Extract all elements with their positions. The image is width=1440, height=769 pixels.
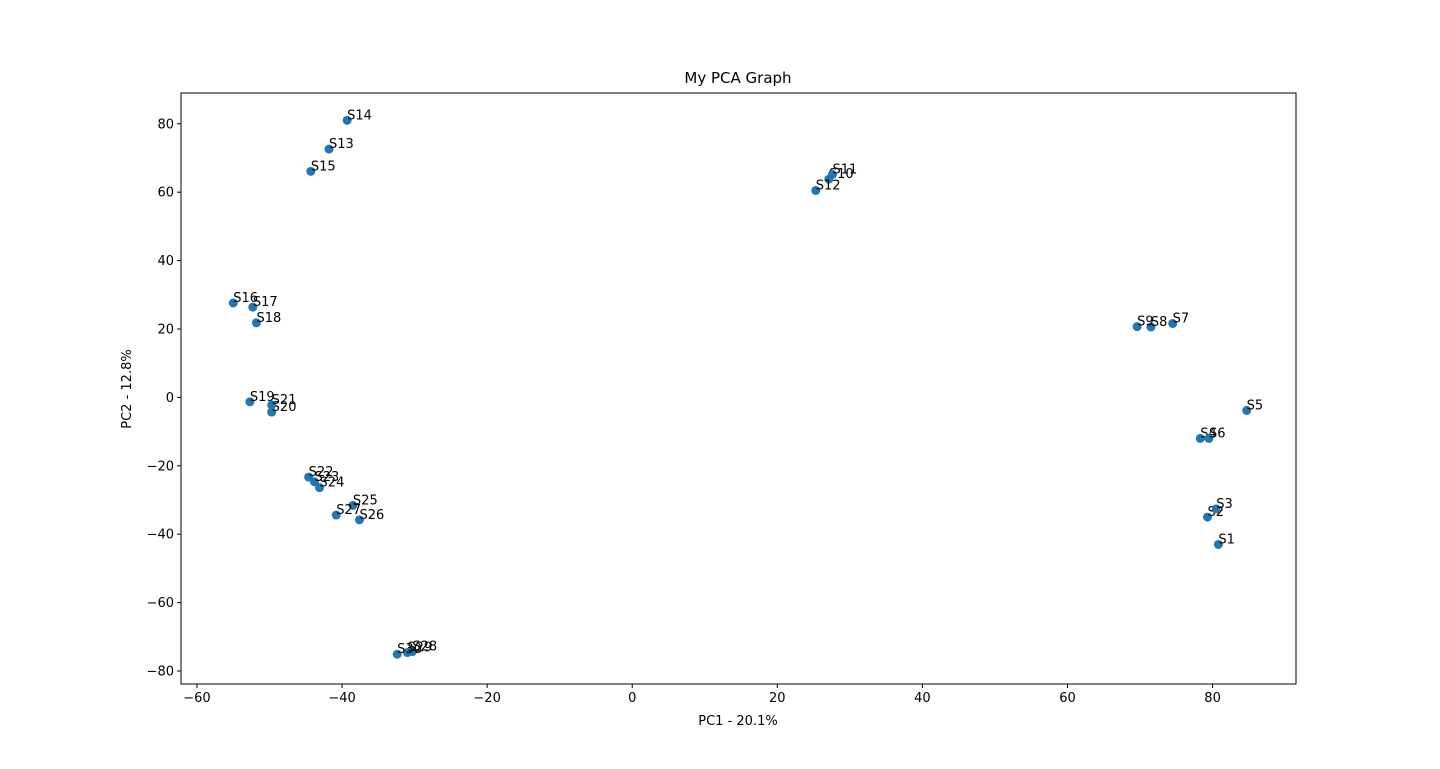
point-label-s18: S18 — [256, 311, 281, 326]
y-tick-label: 20 — [157, 322, 174, 337]
x-tick-label: 80 — [1204, 691, 1221, 706]
data-point-s5 — [1242, 405, 1252, 415]
data-point-s21 — [267, 400, 277, 410]
data-point-s24 — [315, 483, 325, 493]
x-axis-label: PC1 - 20.1% — [698, 714, 777, 729]
data-point-s13 — [324, 144, 334, 154]
data-point-s14 — [342, 115, 352, 125]
point-label-s5: S5 — [1247, 398, 1264, 413]
point-label-s17: S17 — [253, 295, 278, 310]
x-tick-label: −40 — [328, 691, 355, 706]
point-label-s11: S11 — [832, 162, 857, 177]
data-point-s15 — [306, 166, 316, 176]
data-point-s17 — [248, 302, 258, 312]
x-tick-label: 60 — [1059, 691, 1076, 706]
data-point-s7 — [1168, 319, 1178, 329]
point-label-s6: S6 — [1209, 426, 1226, 441]
point-label-s22: S22 — [309, 465, 334, 480]
data-point-s8 — [1146, 322, 1156, 332]
point-label-s12: S12 — [816, 178, 841, 193]
data-point-s27 — [331, 510, 341, 520]
point-label-s27: S27 — [336, 503, 361, 518]
point-label-s15: S15 — [311, 159, 336, 174]
y-axis-ticks: −80 −60 −40 −20 0 20 40 60 80 — [147, 117, 181, 680]
point-label-s7: S7 — [1173, 312, 1190, 327]
point-label-s30: S30 — [397, 642, 422, 657]
data-point-s4 — [1195, 433, 1205, 443]
y-tick-label: 80 — [157, 117, 174, 132]
point-label-s8: S8 — [1151, 315, 1168, 330]
point-label-s19: S19 — [250, 390, 275, 405]
y-tick-label: −60 — [147, 596, 174, 611]
point-label-s20: S20 — [272, 400, 297, 415]
point-label-s16: S16 — [233, 291, 258, 306]
data-point-s23 — [309, 477, 319, 487]
data-point-s26 — [354, 515, 364, 525]
point-label-s28: S28 — [412, 640, 437, 655]
point-label-s25: S25 — [353, 493, 378, 508]
y-tick-label: 40 — [157, 254, 174, 269]
x-axis-ticks: −60 −40 −20 0 20 40 60 80 — [183, 684, 1221, 706]
y-axis-label: PC2 - 12.8% — [120, 349, 135, 428]
point-label-s21: S21 — [272, 393, 297, 408]
data-point-s6 — [1204, 433, 1214, 443]
x-tick-label: 0 — [628, 691, 636, 706]
data-point-s16 — [228, 298, 238, 308]
point-label-s9: S9 — [1137, 315, 1154, 330]
y-tick-label: 0 — [166, 391, 174, 406]
data-point-s11 — [827, 169, 837, 179]
point-label-s26: S26 — [359, 508, 384, 523]
data-point-s1 — [1213, 539, 1223, 549]
data-point-s12 — [811, 185, 821, 195]
chart-title: My PCA Graph — [684, 69, 791, 87]
data-point-s20 — [267, 407, 277, 417]
y-tick-label: 60 — [157, 186, 174, 201]
data-point-s3 — [1211, 504, 1221, 514]
point-label-s14: S14 — [347, 108, 372, 123]
data-point-s19 — [245, 397, 255, 407]
data-point-s25 — [348, 500, 358, 510]
point-label-s23: S23 — [314, 470, 339, 485]
data-point-s30 — [392, 649, 402, 659]
points-layer: S1S2S3S4S5S6S7S8S9S10S11S12S13S14S15S16S… — [228, 108, 1264, 659]
y-tick-label: −80 — [147, 665, 174, 680]
point-label-s24: S24 — [320, 476, 345, 491]
data-point-s9 — [1132, 322, 1142, 332]
x-tick-label: 40 — [914, 691, 931, 706]
point-label-s13: S13 — [329, 137, 354, 152]
plot-area-frame — [180, 92, 1297, 685]
data-point-s29 — [402, 648, 412, 658]
data-point-s18 — [251, 318, 261, 328]
x-tick-label: 20 — [769, 691, 786, 706]
x-tick-label: −20 — [473, 691, 500, 706]
data-point-s2 — [1202, 512, 1212, 522]
y-tick-label: −20 — [147, 459, 174, 474]
x-tick-label: −60 — [183, 691, 210, 706]
point-label-s29: S29 — [407, 641, 432, 656]
point-label-s3: S3 — [1216, 497, 1233, 512]
y-tick-label: −40 — [147, 528, 174, 543]
point-label-s1: S1 — [1218, 532, 1235, 547]
